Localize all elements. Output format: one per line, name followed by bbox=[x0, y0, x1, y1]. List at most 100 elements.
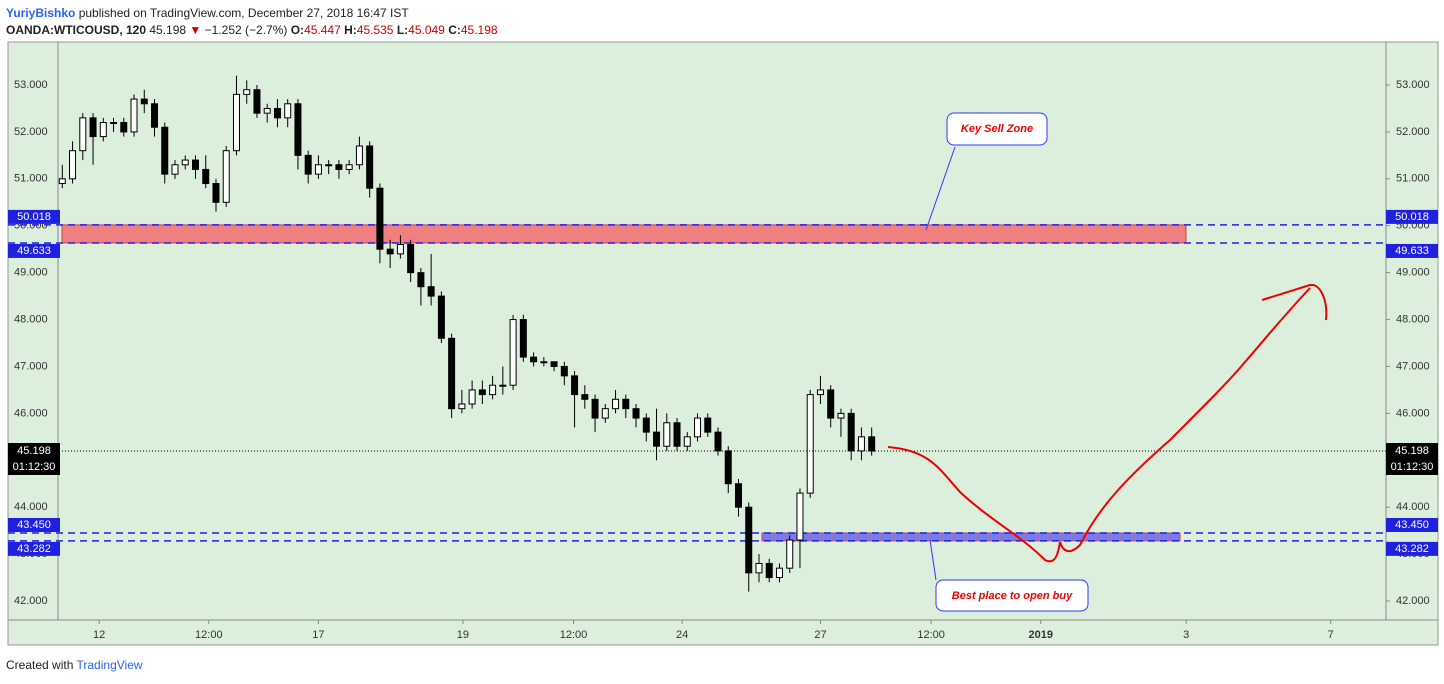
y-tick-label: 49.000 bbox=[14, 267, 48, 279]
level-badge bbox=[8, 243, 60, 258]
l-label: L: bbox=[396, 23, 409, 37]
x-tick-label: 3 bbox=[1183, 629, 1189, 641]
y-tick-label: 47.000 bbox=[1396, 360, 1430, 372]
y-tick-label: 47.000 bbox=[14, 360, 48, 372]
y-tick-label: 46.000 bbox=[14, 407, 48, 419]
candle-body bbox=[110, 122, 118, 125]
level-badge bbox=[8, 209, 60, 224]
candle-body bbox=[571, 375, 579, 396]
countdown: 01:12:30 bbox=[13, 461, 56, 473]
price-badge bbox=[8, 442, 60, 475]
candle-body bbox=[837, 412, 845, 419]
candle-body bbox=[622, 398, 630, 410]
h-label: H: bbox=[344, 23, 357, 37]
candle-body bbox=[458, 403, 466, 410]
candle-body bbox=[386, 248, 394, 255]
candle-body bbox=[714, 431, 722, 452]
candle-body bbox=[366, 145, 374, 189]
x-tick-label: 2019 bbox=[1028, 629, 1052, 641]
candle-body bbox=[816, 389, 824, 396]
y-tick-label: 52.000 bbox=[1396, 126, 1430, 138]
candle-body bbox=[376, 187, 384, 250]
x-tick-label: 12:00 bbox=[917, 629, 945, 641]
candle-body bbox=[294, 103, 302, 156]
x-tick-label: 27 bbox=[814, 629, 826, 641]
level-label: 50.018 bbox=[17, 211, 51, 223]
candle-body bbox=[212, 183, 220, 203]
candle-body bbox=[120, 122, 128, 133]
candle-body bbox=[632, 408, 640, 419]
candle-body bbox=[653, 431, 661, 447]
y-tick-label: 42.000 bbox=[14, 595, 48, 607]
y-tick-label: 51.000 bbox=[1396, 173, 1430, 185]
candle-body bbox=[724, 450, 732, 485]
candle-body bbox=[427, 286, 435, 297]
x-tick-label: 12:00 bbox=[195, 629, 223, 641]
candle-body bbox=[437, 295, 445, 339]
candle-body bbox=[827, 389, 835, 419]
countdown: 01:12:30 bbox=[1391, 461, 1434, 473]
callout-pointer bbox=[929, 539, 937, 581]
candle-body bbox=[694, 417, 702, 438]
candle-body bbox=[396, 244, 404, 255]
candle-body bbox=[663, 422, 671, 447]
level-badge bbox=[8, 541, 60, 556]
level-badge bbox=[1386, 243, 1438, 258]
author[interactable]: YuriyBishko bbox=[6, 6, 76, 20]
footer: Created with TradingView bbox=[6, 658, 143, 672]
candle-body bbox=[868, 436, 876, 452]
level-label: 50.018 bbox=[1395, 211, 1429, 223]
candle-body bbox=[202, 168, 210, 185]
header: YuriyBishko published on TradingView.com… bbox=[6, 5, 498, 39]
level-label: 49.633 bbox=[17, 245, 51, 257]
candle-body bbox=[775, 567, 783, 579]
candle-body bbox=[222, 150, 230, 203]
last: 45.198 bbox=[149, 23, 187, 37]
candle-body bbox=[581, 394, 589, 400]
candle-body bbox=[796, 492, 804, 541]
open: 45.447 bbox=[304, 23, 341, 37]
published: published on TradingView.com, December 2… bbox=[78, 6, 409, 20]
candle-body bbox=[263, 107, 271, 114]
candle-body bbox=[58, 178, 66, 185]
callout-box bbox=[935, 579, 1089, 612]
sell-zone bbox=[61, 224, 1187, 244]
level-label: 43.450 bbox=[1395, 519, 1429, 531]
callout-box bbox=[946, 112, 1048, 146]
candle-body bbox=[181, 159, 189, 166]
callout-text: Key Sell Zone bbox=[961, 123, 1033, 135]
level-badge bbox=[8, 517, 60, 532]
brand[interactable]: TradingView bbox=[76, 658, 143, 672]
x-tick-label: 12 bbox=[93, 629, 105, 641]
level-label: 43.450 bbox=[17, 519, 51, 531]
x-tick-label: 24 bbox=[676, 629, 688, 641]
candle-body bbox=[161, 126, 169, 175]
candle-body bbox=[560, 365, 568, 377]
drawn-path bbox=[887, 287, 1311, 563]
candle-body bbox=[550, 361, 558, 367]
candle-body bbox=[591, 398, 599, 419]
arrow: ▼ bbox=[189, 23, 202, 37]
level-label: 43.282 bbox=[1395, 543, 1429, 555]
candle-body bbox=[683, 436, 691, 447]
o-label: O: bbox=[290, 23, 305, 37]
level-badge bbox=[1386, 517, 1438, 532]
pane bbox=[7, 41, 1439, 646]
candle-body bbox=[417, 272, 425, 288]
candle-body bbox=[140, 98, 148, 105]
candle-body bbox=[519, 319, 527, 358]
y-tick-label: 52.000 bbox=[14, 126, 48, 138]
low: 45.049 bbox=[408, 23, 445, 37]
candle-body bbox=[304, 154, 312, 175]
candle-body bbox=[355, 145, 363, 166]
candle-body bbox=[191, 159, 199, 170]
price-label: 45.198 bbox=[17, 445, 51, 457]
level-badge bbox=[1386, 209, 1438, 224]
candle-body bbox=[171, 164, 179, 175]
y-tick-label: 48.000 bbox=[1396, 313, 1430, 325]
level-label: 43.282 bbox=[17, 543, 51, 555]
candle-body bbox=[499, 384, 507, 387]
chart: 42.00042.00043.00043.00044.00044.00045.0… bbox=[7, 41, 1439, 646]
candle-body bbox=[847, 412, 855, 452]
